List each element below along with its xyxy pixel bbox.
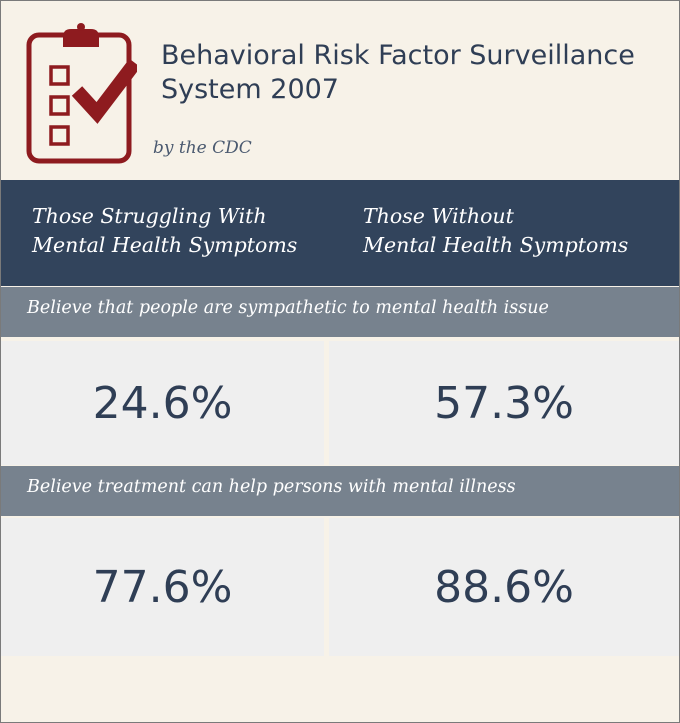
clipboard-checklist-icon bbox=[26, 23, 137, 164]
column-header-line: Those Without bbox=[363, 204, 514, 228]
question-band-treatment: Believe treatment can help persons with … bbox=[1, 466, 679, 516]
column-header-with-symptoms: Those Struggling With Mental Health Symp… bbox=[32, 202, 297, 260]
column-header-line: Those Struggling With bbox=[32, 204, 267, 228]
byline: by the CDC bbox=[153, 138, 252, 158]
question-text: Believe that people are sympathetic to m… bbox=[27, 298, 549, 318]
question-text: Believe treatment can help persons with … bbox=[27, 477, 516, 497]
question-band-sympathy: Believe that people are sympathetic to m… bbox=[1, 287, 679, 337]
title-line-2: System 2007 bbox=[161, 74, 339, 105]
stat-cell-with-symptoms-sympathy: 24.6% bbox=[1, 341, 324, 465]
stat-cell-without-symptoms-sympathy: 57.3% bbox=[329, 341, 679, 465]
stat-cell-with-symptoms-treatment: 77.6% bbox=[1, 518, 324, 656]
stat-cell-without-symptoms-treatment: 88.6% bbox=[329, 518, 679, 656]
title-line-1: Behavioral Risk Factor Surveillance bbox=[161, 40, 635, 71]
column-header-without-symptoms: Those Without Mental Health Symptoms bbox=[363, 202, 628, 260]
column-header-band: Those Struggling With Mental Health Symp… bbox=[1, 180, 679, 286]
page-title: Behavioral Risk Factor Surveillance Syst… bbox=[161, 39, 661, 107]
column-header-line: Mental Health Symptoms bbox=[363, 233, 629, 257]
column-header-line: Mental Health Symptoms bbox=[32, 233, 298, 257]
